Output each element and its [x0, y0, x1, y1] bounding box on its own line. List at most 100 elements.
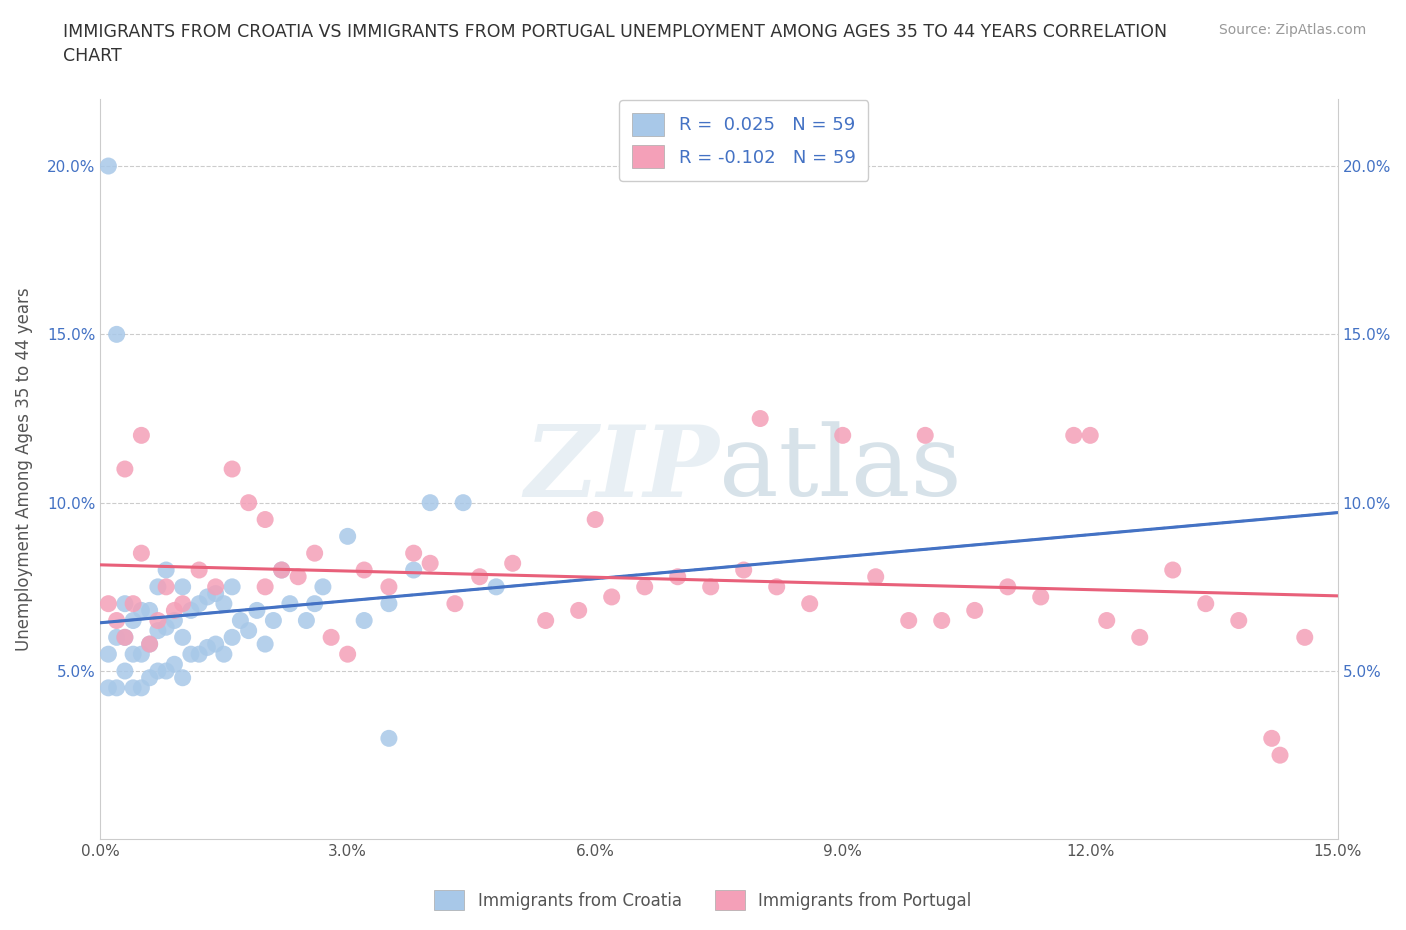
Point	[131, 546, 153, 561]
Point	[155, 664, 177, 679]
Point	[378, 731, 401, 746]
Point	[163, 657, 186, 671]
Point	[568, 603, 591, 618]
Point	[131, 646, 153, 661]
Point	[221, 579, 243, 594]
Point	[155, 619, 177, 634]
Point	[238, 496, 260, 511]
Point	[666, 569, 689, 584]
Point	[1029, 590, 1052, 604]
Text: atlas: atlas	[718, 421, 962, 517]
Point	[221, 461, 243, 476]
Point	[336, 646, 359, 661]
Point	[114, 630, 136, 644]
Point	[221, 630, 243, 644]
Point	[353, 613, 375, 628]
Point	[197, 590, 219, 604]
Point	[155, 579, 177, 594]
Point	[188, 596, 211, 611]
Point	[163, 613, 186, 628]
Point	[534, 613, 557, 628]
Point	[138, 603, 160, 618]
Point	[122, 681, 145, 696]
Text: ZIP: ZIP	[524, 420, 718, 517]
Point	[270, 563, 292, 578]
Point	[1095, 613, 1118, 628]
Point	[212, 596, 235, 611]
Point	[963, 603, 986, 618]
Point	[138, 637, 160, 652]
Legend: R =  0.025   N = 59, R = -0.102   N = 59: R = 0.025 N = 59, R = -0.102 N = 59	[619, 100, 869, 181]
Point	[114, 630, 136, 644]
Point	[865, 569, 887, 584]
Point	[914, 428, 936, 443]
Point	[419, 556, 441, 571]
Point	[131, 428, 153, 443]
Point	[1129, 630, 1152, 644]
Point	[402, 546, 425, 561]
Point	[146, 579, 169, 594]
Point	[114, 664, 136, 679]
Point	[1063, 428, 1085, 443]
Point	[419, 496, 441, 511]
Point	[229, 613, 252, 628]
Point	[131, 681, 153, 696]
Point	[749, 411, 772, 426]
Text: IMMIGRANTS FROM CROATIA VS IMMIGRANTS FROM PORTUGAL UNEMPLOYMENT AMONG AGES 35 T: IMMIGRANTS FROM CROATIA VS IMMIGRANTS FR…	[63, 23, 1167, 65]
Point	[600, 590, 623, 604]
Point	[254, 637, 277, 652]
Point	[831, 428, 853, 443]
Point	[172, 671, 194, 685]
Point	[254, 512, 277, 527]
Point	[204, 579, 226, 594]
Point	[287, 569, 309, 584]
Point	[114, 596, 136, 611]
Point	[997, 579, 1019, 594]
Point	[105, 613, 128, 628]
Point	[204, 586, 226, 601]
Point	[378, 596, 401, 611]
Point	[155, 563, 177, 578]
Point	[485, 579, 508, 594]
Point	[204, 637, 226, 652]
Y-axis label: Unemployment Among Ages 35 to 44 years: Unemployment Among Ages 35 to 44 years	[15, 287, 32, 651]
Point	[378, 579, 401, 594]
Point	[172, 579, 194, 594]
Point	[897, 613, 920, 628]
Point	[321, 630, 343, 644]
Legend: Immigrants from Croatia, Immigrants from Portugal: Immigrants from Croatia, Immigrants from…	[427, 884, 979, 917]
Point	[246, 603, 269, 618]
Point	[131, 603, 153, 618]
Point	[163, 603, 186, 618]
Point	[304, 596, 326, 611]
Point	[312, 579, 335, 594]
Point	[122, 646, 145, 661]
Point	[634, 579, 657, 594]
Point	[304, 546, 326, 561]
Point	[931, 613, 953, 628]
Point	[97, 596, 120, 611]
Point	[733, 563, 755, 578]
Point	[1161, 563, 1184, 578]
Point	[122, 613, 145, 628]
Point	[1227, 613, 1250, 628]
Point	[336, 529, 359, 544]
Point	[1294, 630, 1316, 644]
Point	[105, 630, 128, 644]
Point	[146, 613, 169, 628]
Point	[278, 596, 301, 611]
Point	[97, 159, 120, 174]
Point	[146, 623, 169, 638]
Point	[172, 630, 194, 644]
Point	[1268, 748, 1291, 763]
Point	[1195, 596, 1218, 611]
Point	[1078, 428, 1101, 443]
Point	[262, 613, 284, 628]
Point	[188, 563, 211, 578]
Point	[172, 596, 194, 611]
Point	[468, 569, 491, 584]
Point	[105, 681, 128, 696]
Point	[188, 646, 211, 661]
Point	[238, 623, 260, 638]
Point	[451, 496, 474, 511]
